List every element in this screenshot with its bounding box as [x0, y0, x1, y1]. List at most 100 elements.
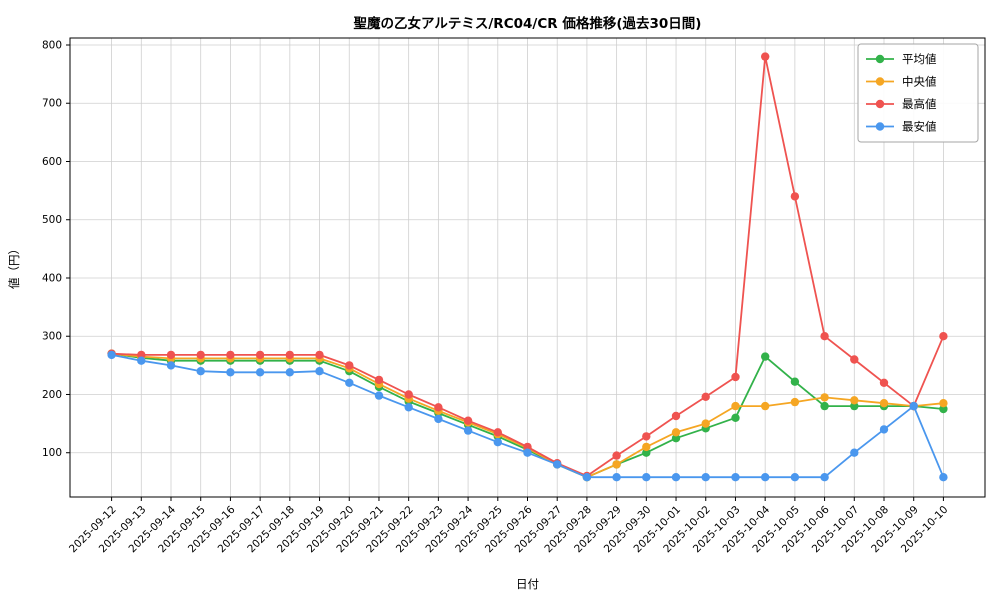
- y-tick-label: 800: [42, 39, 62, 51]
- data-point: [850, 396, 859, 405]
- data-point: [226, 368, 235, 377]
- data-point: [523, 448, 532, 457]
- data-point: [404, 390, 413, 399]
- y-tick-label: 300: [42, 331, 62, 343]
- data-point: [790, 377, 800, 386]
- data-point: [255, 368, 265, 377]
- legend-marker: [875, 99, 885, 109]
- data-point: [850, 355, 859, 364]
- y-tick-label: 400: [42, 272, 62, 284]
- data-point: [850, 401, 859, 411]
- data-point: [671, 434, 681, 443]
- data-point: [731, 413, 740, 422]
- data-point: [820, 332, 829, 341]
- data-point: [671, 411, 681, 421]
- data-point: [731, 473, 740, 482]
- legend-label: 最安値: [902, 120, 937, 134]
- y-axis-label: 値（円）: [7, 243, 21, 289]
- data-point: [790, 473, 800, 482]
- data-point: [582, 473, 592, 482]
- data-point: [166, 361, 176, 370]
- data-point: [761, 352, 770, 361]
- y-tick-label: 200: [42, 389, 62, 401]
- legend-item: 平均値: [866, 52, 937, 66]
- data-point: [374, 375, 384, 385]
- legend-item: 中央値: [866, 75, 937, 89]
- data-point: [701, 392, 710, 401]
- data-point: [671, 428, 681, 437]
- legend-marker: [875, 77, 885, 86]
- data-point: [790, 397, 800, 407]
- legend-marker: [875, 122, 885, 131]
- data-point: [463, 416, 473, 425]
- data-point: [790, 192, 800, 201]
- data-point: [642, 432, 651, 441]
- data-point: [434, 414, 443, 424]
- data-point: [523, 442, 532, 452]
- y-tick-label: 500: [42, 214, 62, 226]
- data-point: [612, 460, 621, 469]
- chart-title: 聖魔の乙女アルテミス/RC04/CR 価格推移(過去30日間): [353, 16, 702, 32]
- data-point: [166, 350, 176, 360]
- data-point: [701, 473, 710, 482]
- legend-label: 中央値: [902, 75, 937, 89]
- data-point: [939, 399, 948, 408]
- data-point: [879, 378, 889, 387]
- legend-box: [857, 43, 979, 143]
- legend-item: 最安値: [866, 120, 937, 134]
- data-point: [642, 448, 651, 457]
- data-point: [879, 425, 889, 434]
- data-point: [404, 403, 413, 412]
- y-tick-label: 600: [42, 156, 62, 168]
- series-最高値: [107, 52, 948, 481]
- data-point: [939, 473, 948, 482]
- data-point: [137, 350, 146, 360]
- data-point: [909, 401, 918, 411]
- data-point: [761, 52, 770, 61]
- data-point: [255, 350, 265, 360]
- data-point: [939, 332, 948, 341]
- data-point: [701, 419, 710, 428]
- data-point: [642, 442, 651, 452]
- data-point: [345, 378, 354, 387]
- legend-marker: [875, 54, 885, 64]
- data-point: [671, 473, 681, 482]
- x-axis: 2025-09-122025-09-132025-09-142025-09-15…: [67, 497, 951, 555]
- y-tick-label: 100: [42, 447, 62, 459]
- data-point: [820, 473, 829, 482]
- data-point: [196, 350, 205, 360]
- data-point: [761, 401, 770, 411]
- data-point: [315, 367, 324, 376]
- data-point: [612, 473, 621, 482]
- data-point: [820, 393, 829, 402]
- data-point: [820, 401, 829, 411]
- data-point: [285, 368, 294, 377]
- data-point: [731, 372, 740, 382]
- data-point: [137, 356, 146, 365]
- data-point: [434, 403, 443, 412]
- data-point: [493, 428, 502, 437]
- data-point: [850, 448, 859, 457]
- x-axis-label: 日付: [516, 577, 539, 591]
- series-最安値: [107, 350, 948, 482]
- data-point: [879, 399, 889, 408]
- grid: [70, 38, 985, 497]
- data-point: [374, 391, 384, 400]
- data-point: [642, 473, 651, 482]
- data-point: [553, 460, 562, 469]
- data-point: [761, 473, 770, 482]
- legend-label: 平均値: [902, 52, 937, 66]
- data-point: [285, 350, 294, 360]
- data-point: [226, 350, 235, 360]
- data-point: [463, 426, 473, 435]
- data-point: [939, 404, 948, 414]
- data-point: [196, 367, 205, 376]
- data-point: [345, 361, 354, 370]
- data-point: [731, 401, 740, 411]
- data-point: [612, 451, 621, 460]
- legend-item: 最高値: [866, 97, 937, 111]
- data-point: [315, 350, 324, 360]
